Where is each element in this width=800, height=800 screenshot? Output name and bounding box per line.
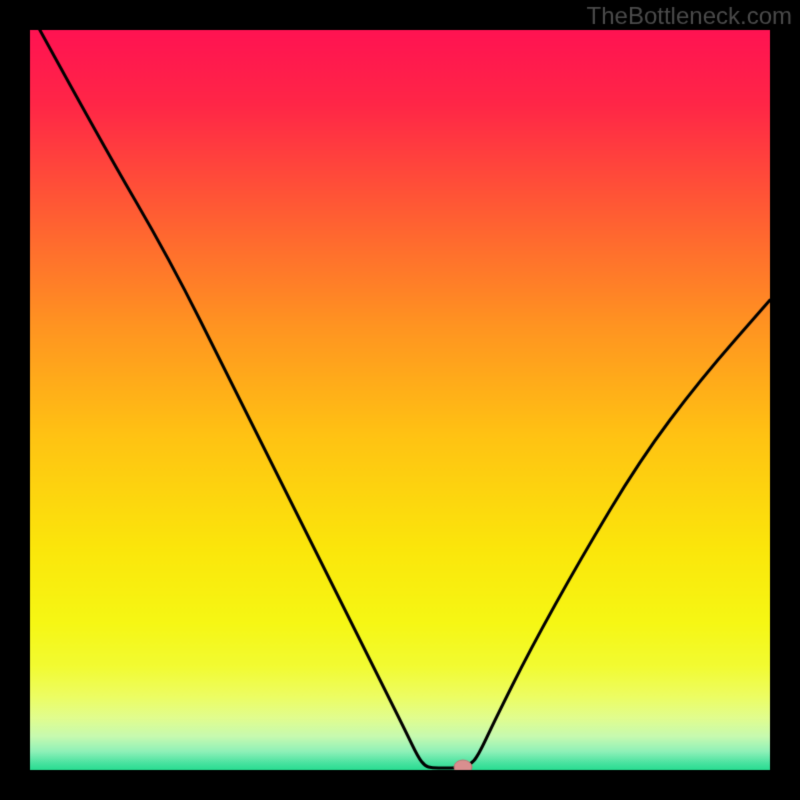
bottleneck-chart xyxy=(0,0,800,800)
